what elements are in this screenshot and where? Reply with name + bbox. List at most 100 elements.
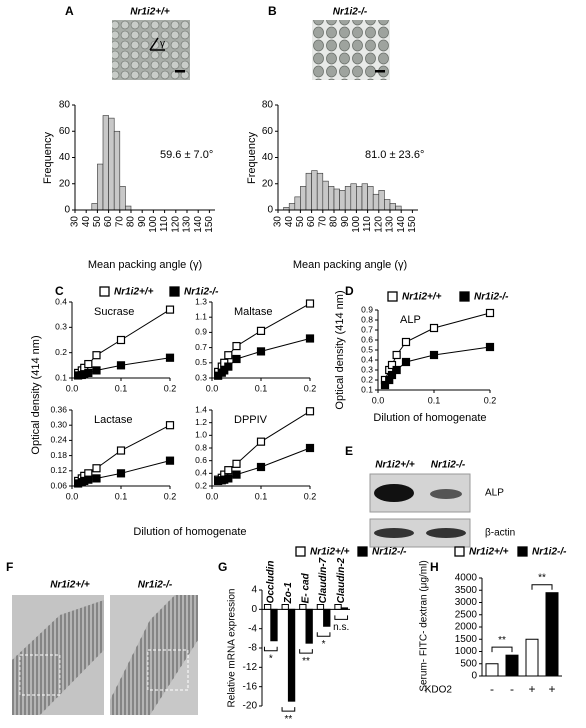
x-tick-label: 130 (182, 216, 193, 233)
x-tick-label: 40 (81, 216, 92, 228)
x-tick-label: 100 (351, 216, 362, 233)
bar (311, 170, 318, 211)
legend-label: Nr1i2+/+ (402, 292, 442, 303)
x-tick-label: 80 (329, 216, 340, 228)
y-tick-label: 0.8 (361, 314, 373, 324)
significance: * (269, 653, 273, 664)
bar (305, 608, 313, 644)
marker (401, 337, 411, 347)
x-tick-label: 150 (407, 216, 418, 233)
inset-box (147, 649, 189, 691)
x-tick-label: 70 (114, 216, 125, 228)
y-tick-label: 0.8 (195, 442, 207, 452)
x-tick-label: 70 (317, 216, 328, 228)
bar (389, 203, 396, 211)
panel-label: C (55, 284, 64, 298)
x-tick-label: 90 (340, 216, 351, 228)
panel-label: G (218, 560, 227, 574)
subplot-title: Lactase (94, 414, 133, 426)
x-tick-label: 120 (373, 216, 384, 233)
bar (102, 115, 109, 211)
marker (116, 446, 126, 455)
y-tick-label: 0.3 (55, 322, 67, 332)
y-tick-label: 500 (460, 658, 477, 669)
x-tick-label: 0.1 (115, 491, 128, 501)
panel-label: H (430, 560, 439, 574)
legend-swatch (387, 291, 398, 302)
bar (505, 654, 519, 677)
panel-label: D (345, 284, 354, 298)
bracket (316, 632, 331, 637)
bar (287, 608, 296, 702)
y-tick-label: 0.7 (361, 324, 373, 334)
y-tick-label: 1.1 (195, 311, 207, 321)
category-label: Occludin (265, 561, 276, 604)
y-tick-label: 0.6 (361, 334, 373, 344)
image-label: γ (160, 39, 165, 50)
band (374, 484, 414, 502)
y-tick-label: 0.30 (50, 419, 67, 429)
x-tick-label: 90 (137, 216, 148, 228)
x-axis-label: Dilution of homogenate (133, 526, 246, 538)
x-tick-label: 0.0 (206, 383, 219, 393)
subplot-title: Sucrase (94, 306, 134, 318)
x-tick-label: 0.0 (66, 383, 79, 393)
y-tick-label: 20 (262, 178, 274, 189)
legend-swatch (454, 546, 465, 557)
significance: ** (538, 572, 546, 583)
marker (232, 459, 241, 468)
y-tick-label: 4000 (455, 573, 478, 584)
y-tick-label: 0.12 (50, 465, 67, 475)
x-tick-label: 110 (362, 216, 373, 232)
category-label: Claudin-7 (318, 557, 329, 603)
legend-swatch (517, 546, 528, 557)
category-label: - (510, 682, 514, 696)
marker (116, 361, 126, 370)
marker (165, 353, 175, 362)
scale-bar (175, 70, 185, 73)
y-tick-label: 1000 (455, 646, 478, 657)
bar (485, 663, 499, 677)
y-axis-label: Serum- FITC- dextran (μg/ml) (419, 560, 430, 691)
x-tick-label: 120 (170, 216, 181, 233)
lane-label: Nr1i2-/- (431, 460, 466, 471)
x-tick-label: 0.1 (115, 383, 128, 393)
marker (392, 350, 401, 360)
y-tick-label: 0.7 (195, 342, 207, 352)
marker (429, 323, 439, 333)
marker (256, 347, 266, 356)
x-tick-label: 0.2 (304, 491, 317, 501)
marker (429, 350, 439, 360)
marker (84, 475, 93, 484)
marker (165, 305, 175, 314)
bar (323, 608, 331, 627)
y-tick-label: 0.18 (50, 450, 67, 460)
y-tick-label: -16 (243, 681, 258, 692)
marker (305, 443, 315, 453)
bar (316, 604, 325, 610)
y-tick-label: 1.3 (195, 296, 207, 306)
y-tick-label: 1500 (455, 634, 478, 645)
y-tick-label: 40 (59, 152, 71, 163)
x-tick-label: 0.0 (66, 491, 79, 501)
marker (485, 308, 495, 318)
x-tick-label: 0.1 (255, 491, 268, 501)
legend-label: Nr1i2-/- (372, 547, 407, 558)
x-tick-label: 50 (295, 216, 306, 228)
significance: * (322, 639, 326, 650)
y-tick-label: 0.5 (195, 357, 207, 367)
marker (116, 469, 126, 478)
legend-swatch (459, 291, 470, 302)
bar (108, 117, 115, 211)
annotation: 81.0 ± 23.6° (365, 149, 424, 161)
marker (256, 437, 266, 446)
marker (92, 366, 101, 375)
marker (224, 351, 233, 360)
marker (401, 357, 411, 367)
marker (224, 474, 233, 483)
y-tick-label: 20 (59, 178, 71, 189)
marker (387, 360, 397, 370)
lane-label: Nr1i2+/+ (375, 460, 415, 471)
significance: ** (498, 635, 506, 646)
legend-label: Nr1i2+/+ (310, 547, 350, 558)
